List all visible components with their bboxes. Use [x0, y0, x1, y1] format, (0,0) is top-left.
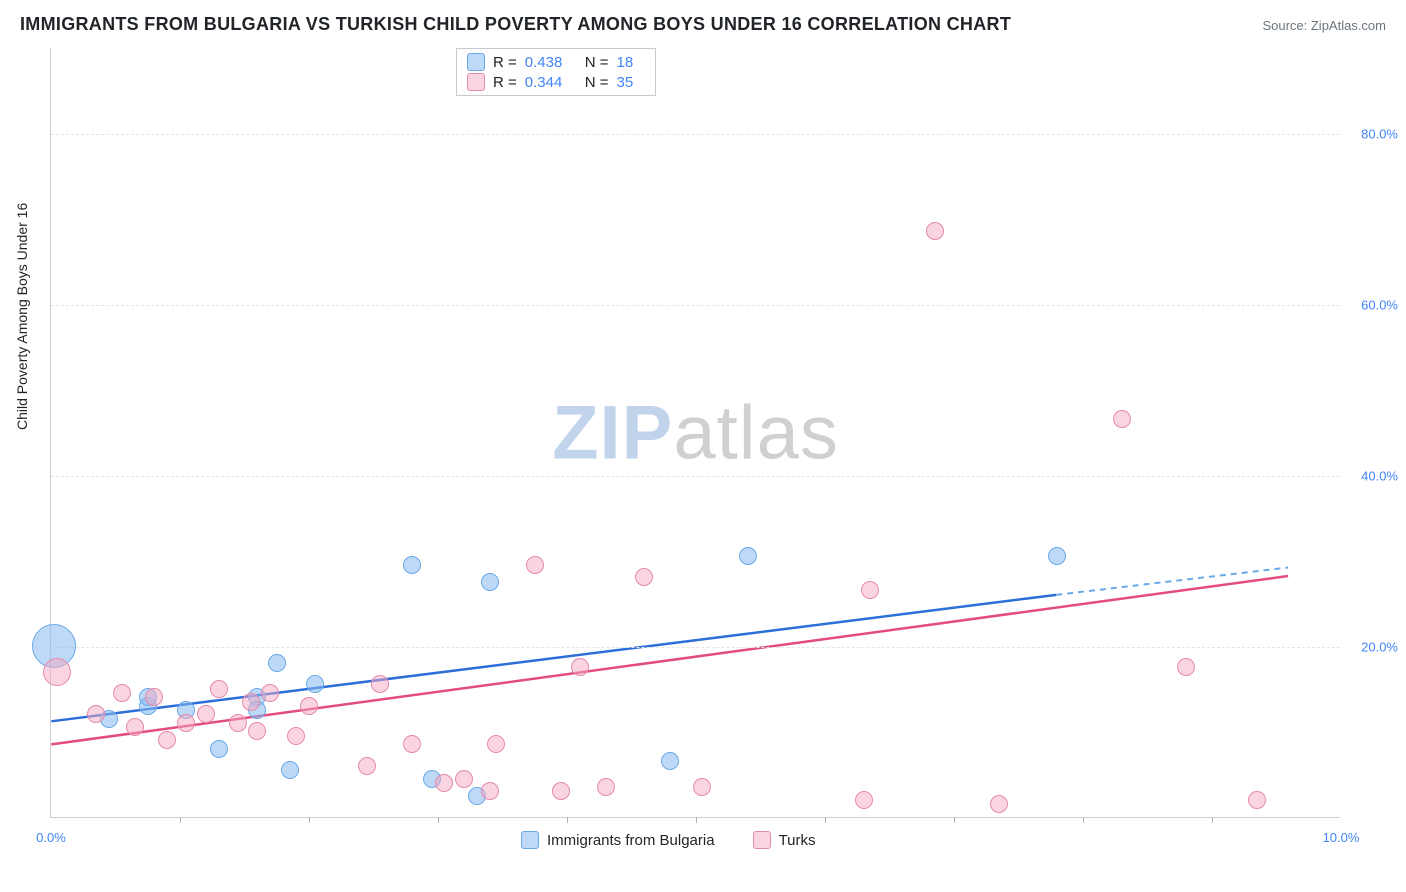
data-point-bulgaria [481, 573, 499, 591]
data-point-turks [861, 581, 879, 599]
watermark: ZIPatlas [552, 389, 839, 476]
data-point-turks [113, 684, 131, 702]
legend-swatch-turks [753, 831, 771, 849]
swatch-bulgaria [467, 53, 485, 71]
x-tick [438, 817, 439, 823]
data-point-turks [177, 714, 195, 732]
r-label: R = [493, 74, 517, 91]
data-point-turks [481, 782, 499, 800]
data-point-turks [435, 774, 453, 792]
data-point-turks [552, 782, 570, 800]
x-tick [180, 817, 181, 823]
data-point-turks [597, 778, 615, 796]
data-point-turks [87, 705, 105, 723]
data-point-turks [371, 675, 389, 693]
n-value-bulgaria: 18 [617, 54, 645, 71]
legend-swatch-bulgaria [521, 831, 539, 849]
data-point-turks [229, 714, 247, 732]
x-tick [696, 817, 697, 823]
data-point-bulgaria [268, 654, 286, 672]
data-point-turks [455, 770, 473, 788]
data-point-turks [403, 735, 421, 753]
y-axis-title: Child Poverty Among Boys Under 16 [14, 203, 30, 430]
chart-title: IMMIGRANTS FROM BULGARIA VS TURKISH CHIL… [20, 14, 1011, 35]
y-tick-label: 40.0% [1361, 468, 1398, 483]
x-tick-label: 10.0% [1323, 830, 1360, 845]
data-point-turks [1177, 658, 1195, 676]
data-point-bulgaria [306, 675, 324, 693]
n-label: N = [585, 54, 609, 71]
data-point-turks [145, 688, 163, 706]
y-tick-label: 20.0% [1361, 639, 1398, 654]
data-point-turks [248, 722, 266, 740]
data-point-bulgaria [281, 761, 299, 779]
x-tick [309, 817, 310, 823]
data-point-turks [1113, 410, 1131, 428]
legend-label-bulgaria: Immigrants from Bulgaria [547, 832, 715, 849]
swatch-turks [467, 73, 485, 91]
watermark-zip: ZIP [552, 390, 673, 475]
source-label: Source: [1262, 18, 1310, 33]
watermark-atlas: atlas [673, 390, 839, 475]
data-point-bulgaria [739, 547, 757, 565]
trendline-bulgaria [51, 595, 1056, 721]
data-point-turks [693, 778, 711, 796]
data-point-turks [487, 735, 505, 753]
corr-row-bulgaria: R = 0.438 N = 18 [467, 52, 645, 72]
data-point-bulgaria [1048, 547, 1066, 565]
data-point-turks [855, 791, 873, 809]
source-link[interactable]: ZipAtlas.com [1311, 18, 1386, 33]
correlation-legend: R = 0.438 N = 18 R = 0.344 N = 35 [456, 48, 656, 96]
data-point-turks [197, 705, 215, 723]
n-label: N = [585, 74, 609, 91]
x-tick [1083, 817, 1084, 823]
x-tick-label: 0.0% [36, 830, 66, 845]
title-bar: IMMIGRANTS FROM BULGARIA VS TURKISH CHIL… [20, 14, 1386, 35]
gridline [51, 305, 1340, 306]
trendline-dash-bulgaria [1056, 568, 1288, 595]
gridline [51, 134, 1340, 135]
plot-area: ZIPatlas R =0.438N =18R =0.344N =35 Immi… [50, 48, 1340, 818]
data-point-turks [635, 568, 653, 586]
legend-item-turks[interactable]: Turks [753, 831, 816, 849]
data-point-bulgaria [661, 752, 679, 770]
y-tick-label: 60.0% [1361, 297, 1398, 312]
data-point-turks [571, 658, 589, 676]
data-point-turks [990, 795, 1008, 813]
data-point-turks [300, 697, 318, 715]
gridline [51, 476, 1340, 477]
data-point-bulgaria [403, 556, 421, 574]
x-tick [1212, 817, 1213, 823]
data-point-turks [126, 718, 144, 736]
x-tick [567, 817, 568, 823]
series-legend: Immigrants from Bulgaria Turks [521, 831, 816, 849]
data-point-turks [526, 556, 544, 574]
n-value-turks: 35 [617, 74, 645, 91]
data-point-bulgaria [210, 740, 228, 758]
legend-item-bulgaria[interactable]: Immigrants from Bulgaria [521, 831, 715, 849]
chart-container: IMMIGRANTS FROM BULGARIA VS TURKISH CHIL… [0, 0, 1406, 892]
x-tick [954, 817, 955, 823]
r-label: R = [493, 54, 517, 71]
data-point-turks [287, 727, 305, 745]
data-point-turks [1248, 791, 1266, 809]
legend-label-turks: Turks [779, 832, 816, 849]
data-point-turks [926, 222, 944, 240]
y-tick-label: 80.0% [1361, 126, 1398, 141]
source-credit: Source: ZipAtlas.com [1262, 18, 1386, 33]
r-value-bulgaria: 0.438 [525, 54, 577, 71]
data-point-turks [261, 684, 279, 702]
r-value-turks: 0.344 [525, 74, 577, 91]
data-point-turks [43, 658, 71, 686]
data-point-turks [158, 731, 176, 749]
corr-row-turks: R = 0.344 N = 35 [467, 72, 645, 92]
data-point-turks [358, 757, 376, 775]
data-point-turks [242, 693, 260, 711]
gridline [51, 647, 1340, 648]
x-tick [825, 817, 826, 823]
data-point-turks [210, 680, 228, 698]
